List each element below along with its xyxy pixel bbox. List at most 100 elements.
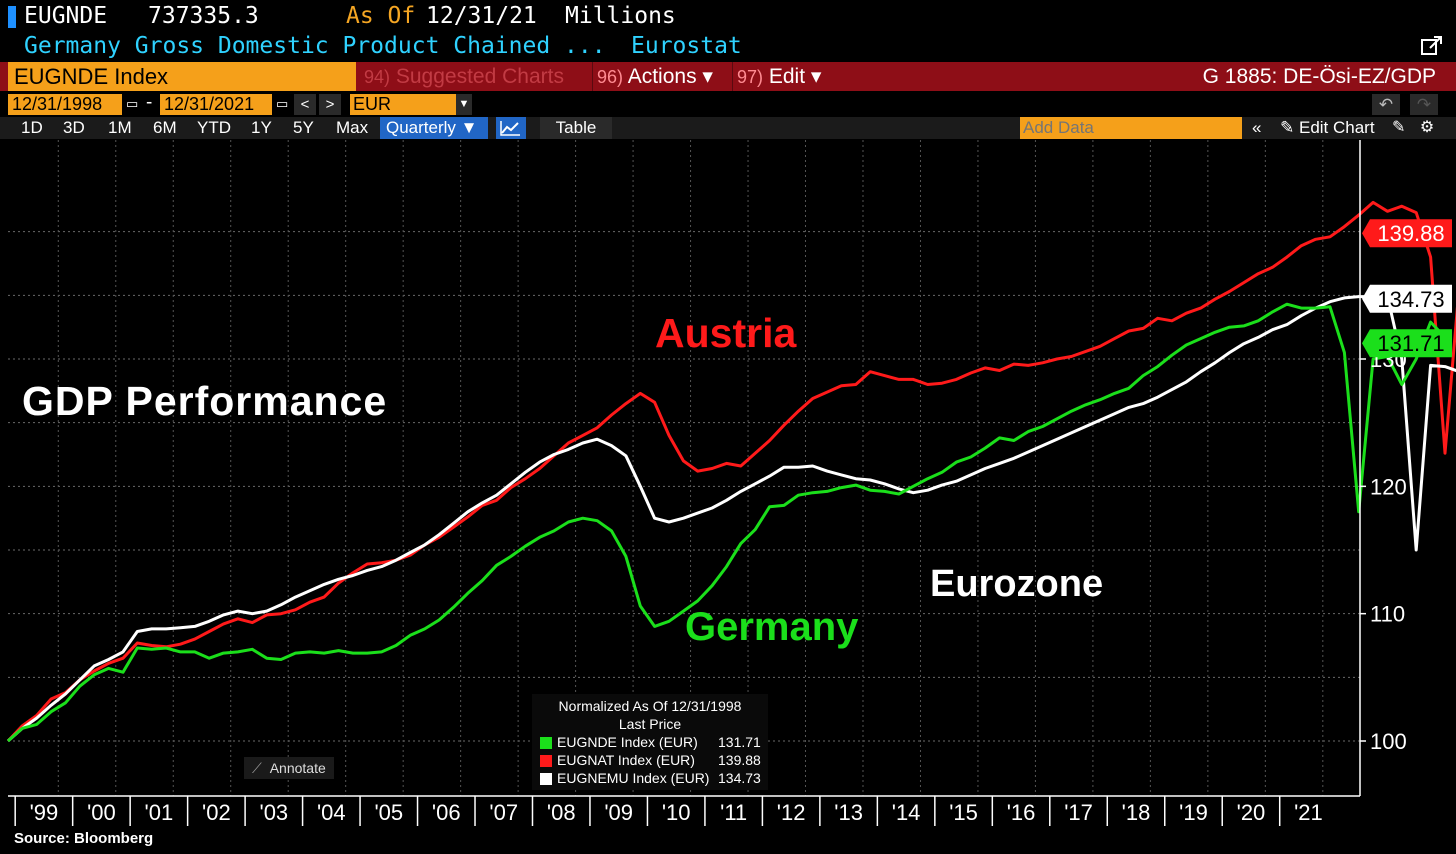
- legend-series-value: 131.71: [718, 734, 761, 750]
- legend-item[interactable]: EUGNEMU Index (EUR) 134.73: [540, 770, 764, 788]
- x-tick-label: '11: [720, 800, 747, 825]
- x-tick-label: '08: [547, 800, 576, 825]
- suggested-num: 94): [364, 67, 391, 87]
- legend-item[interactable]: EUGNAT Index (EUR) 139.88: [540, 752, 764, 770]
- legend-series-value: 139.88: [718, 752, 761, 768]
- period-ytd[interactable]: YTD: [197, 118, 231, 137]
- y-tick-label: 110: [1370, 602, 1405, 627]
- period-1m[interactable]: 1M: [108, 118, 132, 137]
- ticker-symbol[interactable]: EUGNDE: [24, 3, 108, 29]
- x-tick-label: '99: [30, 800, 59, 825]
- x-tick-label: '01: [145, 800, 174, 825]
- period-5y[interactable]: 5Y: [293, 118, 314, 137]
- calendar-icon[interactable]: ▭: [276, 96, 289, 111]
- units-label: Millions: [565, 3, 676, 29]
- currency-select[interactable]: EUR: [350, 94, 472, 115]
- last-value-label: 139.88: [1377, 221, 1444, 246]
- security-header: EUGNDE 737335.3 As Of 12/31/21 Millions: [0, 0, 1456, 32]
- add-data-input[interactable]: [1020, 117, 1242, 139]
- chart-tools: ✎ ⚙: [1392, 117, 1434, 139]
- x-tick-label: '05: [374, 800, 403, 825]
- undo-icon[interactable]: ↶: [1372, 94, 1400, 115]
- legend-title: Normalized As Of 12/31/1998: [558, 698, 742, 714]
- last-value-tag: 139.88: [1362, 219, 1452, 248]
- security-input[interactable]: EUGNDE Index: [8, 62, 356, 91]
- series-line: [6, 200, 1456, 743]
- period-max[interactable]: Max: [336, 118, 369, 137]
- start-date-field[interactable]: 12/31/1998: [8, 94, 122, 115]
- actions-num: 96): [597, 67, 624, 87]
- actions-label: Actions ▾: [627, 65, 713, 88]
- annotate-label: Annotate: [269, 760, 326, 776]
- last-value-tag-bg: [1362, 219, 1452, 248]
- period-1d[interactable]: 1D: [21, 118, 43, 137]
- annotate-button[interactable]: ⟋ Annotate: [244, 757, 334, 779]
- period-1y[interactable]: 1Y: [251, 118, 272, 137]
- eurozone-label: Eurozone: [930, 563, 1104, 605]
- legend-swatch: [540, 737, 552, 749]
- x-tick-label: '02: [202, 800, 231, 825]
- chevron-down-icon[interactable]: ▼: [456, 94, 472, 115]
- edit-chart-button[interactable]: ✎ Edit Chart: [1280, 117, 1375, 139]
- legend-swatch: [540, 755, 552, 767]
- y-tick-label: 100: [1370, 729, 1407, 754]
- end-date-field[interactable]: 12/31/2021: [160, 94, 272, 115]
- last-value-tag: 131.71: [1362, 329, 1452, 358]
- last-value-label: 134.73: [1377, 287, 1444, 312]
- x-tick-label: '10: [662, 800, 691, 825]
- source-footer: Source: Bloomberg: [14, 830, 154, 847]
- suggested-charts-button[interactable]: 94) Suggested Charts: [364, 62, 584, 91]
- legend-item[interactable]: EUGNDE Index (EUR) 131.71: [540, 734, 764, 752]
- ticker-marker: [8, 6, 16, 28]
- series: [6, 200, 1456, 743]
- edit-menu[interactable]: 97) Edit ▾: [732, 62, 837, 91]
- series-line: [7, 295, 1456, 743]
- x-tick-label: '06: [432, 800, 461, 825]
- period-6m[interactable]: 6M: [153, 118, 177, 137]
- suggested-label: Suggested Charts: [395, 65, 564, 88]
- series-line: [7, 302, 1447, 743]
- legend-swatch: [540, 773, 552, 785]
- austria-label: Austria: [655, 310, 797, 356]
- edit-icon[interactable]: ✎: [1392, 119, 1406, 136]
- last-value-label: 131.71: [1377, 331, 1444, 356]
- germany-label: Germany: [685, 605, 859, 649]
- x-tick-label: '20: [1237, 800, 1266, 825]
- as-of-date: 12/31/21: [426, 3, 537, 29]
- last-price: 737335.3: [148, 3, 259, 29]
- pencil-icon: ⟋: [252, 760, 262, 776]
- period-3d[interactable]: 3D: [63, 118, 85, 137]
- edit-chart-label: Edit Chart: [1298, 118, 1375, 137]
- last-value-tag-bg: [1362, 284, 1452, 313]
- next-period-button[interactable]: >: [319, 94, 341, 115]
- popout-icon[interactable]: [1420, 34, 1444, 58]
- legend-series-name: EUGNDE Index (EUR): [557, 734, 698, 750]
- chart-legend: Normalized As Of 12/31/1998 Last Price E…: [532, 694, 768, 790]
- legend-subtitle: Last Price: [618, 716, 682, 732]
- edit-label: Edit ▾: [768, 65, 822, 88]
- calendar-icon[interactable]: ▭: [126, 96, 139, 111]
- table-button[interactable]: Table: [540, 117, 612, 139]
- actions-menu[interactable]: 96) Actions ▾: [592, 62, 729, 91]
- previous-period-button[interactable]: <: [294, 94, 316, 115]
- x-tick-label: '03: [260, 800, 289, 825]
- last-value-tag: 134.73: [1362, 284, 1452, 313]
- x-tick-label: '21: [1294, 800, 1323, 825]
- x-tick-label: '13: [834, 800, 863, 825]
- last-value-tag-bg: [1362, 329, 1452, 358]
- line-chart-icon[interactable]: [496, 117, 526, 139]
- x-tick-label: '09: [604, 800, 633, 825]
- as-of-label: As Of: [346, 3, 416, 29]
- redo-icon[interactable]: ↷: [1410, 94, 1438, 115]
- x-tick-label: '07: [489, 800, 518, 825]
- collapse-icon[interactable]: «: [1252, 118, 1262, 137]
- frequency-dropdown[interactable]: Quarterly ▼: [380, 117, 488, 139]
- date-separator: -: [146, 92, 153, 113]
- x-tick-label: '04: [317, 800, 346, 825]
- gear-icon[interactable]: ⚙: [1419, 119, 1435, 136]
- legend-series-name: EUGNEMU Index (EUR): [557, 770, 710, 786]
- chart-title-annotation: GDP Performance: [22, 378, 388, 424]
- x-tick-label: '15: [949, 800, 978, 825]
- edit-num: 97): [737, 67, 764, 87]
